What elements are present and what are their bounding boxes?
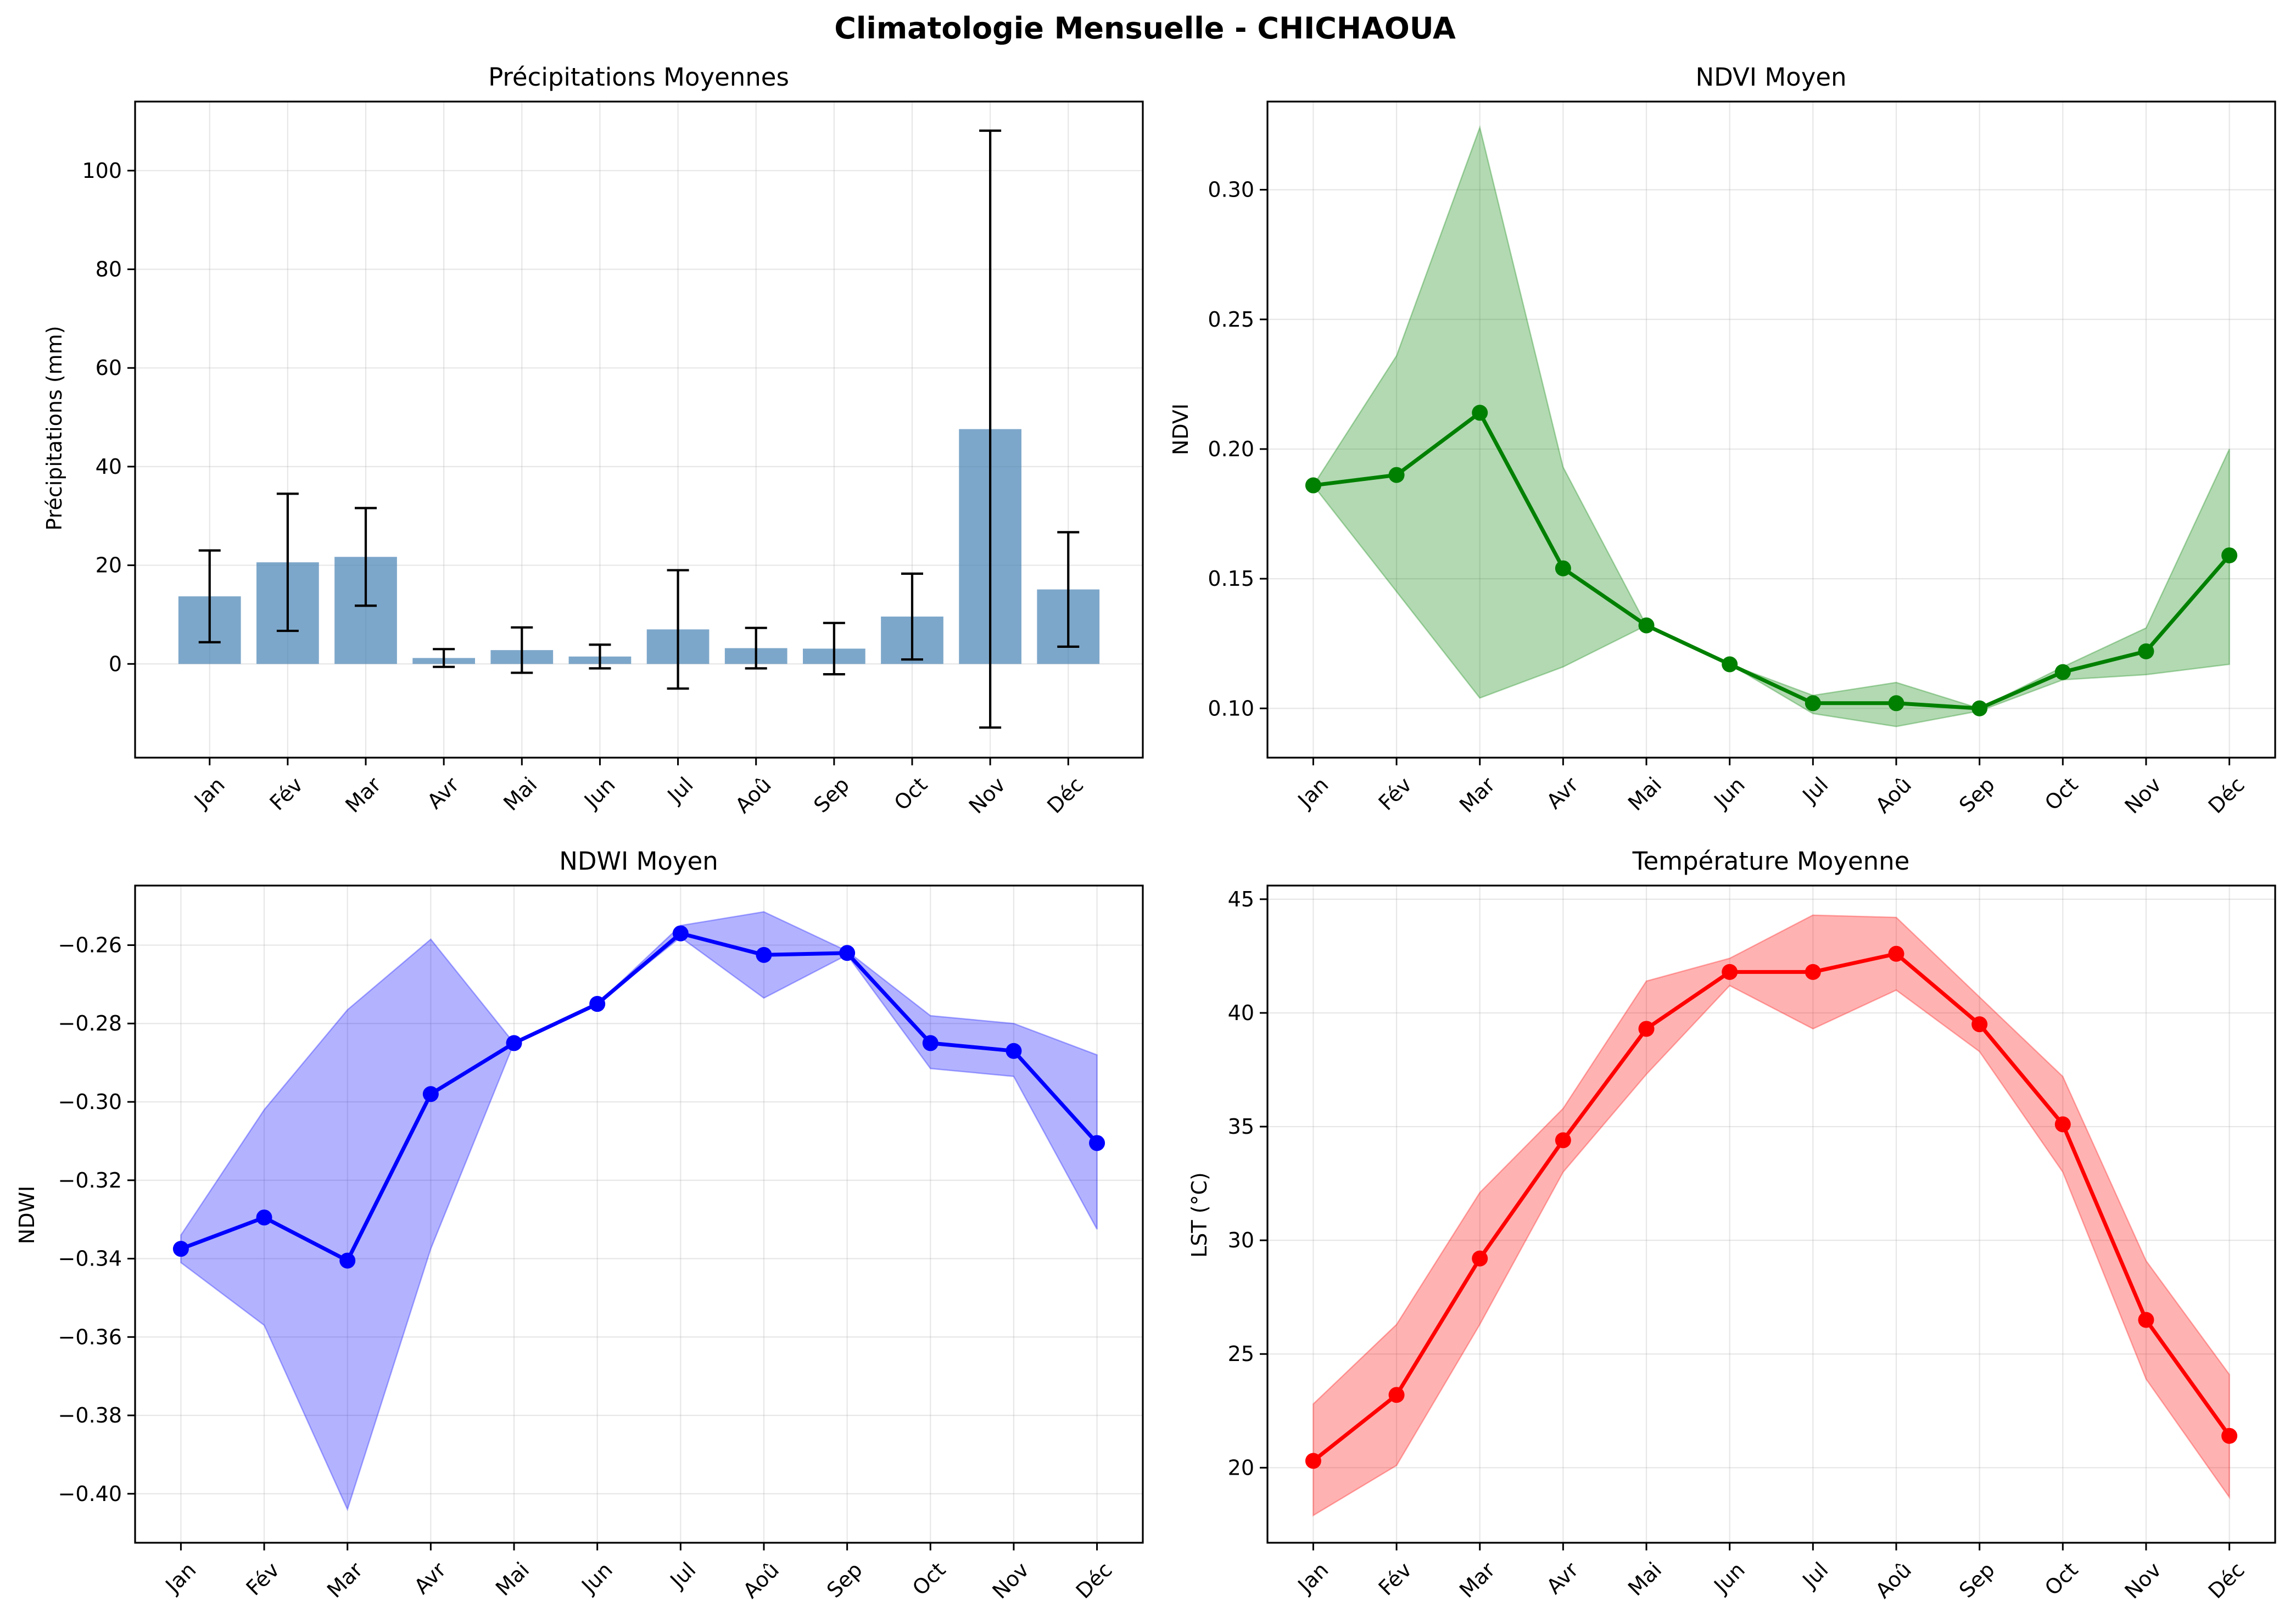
ndwi-axes-frame — [134, 884, 1144, 1544]
precipitation-error-bar — [745, 626, 767, 670]
precipitation-error-bar — [667, 569, 689, 690]
lst-data-point — [1305, 1453, 1321, 1469]
ndwi-chart-title: NDWI Moyen — [559, 847, 718, 876]
precipitation-y-tick-label: 80 — [96, 257, 122, 281]
lst-data-point — [2221, 1427, 2238, 1444]
precipitation-y-axis-label: Précipitations (mm) — [42, 326, 66, 530]
precipitation-error-bar — [355, 507, 377, 607]
precipitation-error-bar — [198, 549, 221, 643]
precipitation-error-bar — [901, 572, 923, 661]
lst-axes-frame — [1266, 884, 2276, 1544]
precipitation-y-tick-label: 20 — [96, 553, 122, 578]
ndwi-data-point — [839, 945, 856, 961]
ndwi-y-tick-label: −0.30 — [58, 1090, 122, 1114]
lst-data-point — [1888, 945, 1904, 962]
ndwi-data-point — [422, 1086, 439, 1102]
ndwi-series-line — [180, 931, 1099, 1263]
lst-data-point — [1971, 1016, 1988, 1033]
ndvi-y-axis-label: NDVI — [1169, 404, 1193, 455]
lst-data-point — [1638, 1021, 1655, 1037]
ndvi-y-tick-label: 0.15 — [1208, 567, 1254, 591]
ndwi-y-tick-label: −0.38 — [58, 1403, 122, 1427]
lst-y-tick-label: 40 — [1228, 1001, 1254, 1025]
ndvi-data-point — [1555, 560, 1571, 576]
ndvi-data-point — [1971, 700, 1988, 716]
ndwi-data-point — [672, 925, 689, 942]
ndvi-chart-title: NDVI Moyen — [1695, 63, 1846, 92]
lst-series-line — [1312, 951, 2231, 1463]
ndwi-data-point — [1089, 1135, 1105, 1151]
ndwi-data-point — [256, 1209, 272, 1226]
ndvi-y-tick-label: 0.20 — [1208, 437, 1254, 461]
ndvi-data-point — [1305, 477, 1321, 494]
ndwi-data-point — [756, 947, 772, 963]
ndvi-y-tick-label: 0.10 — [1208, 696, 1254, 720]
lst-y-tick-label: 35 — [1228, 1115, 1254, 1139]
lst-data-point — [1722, 964, 1738, 980]
ndwi-y-axis-label: NDWI — [15, 1186, 39, 1244]
lst-chart-title: Température Moyenne — [1632, 847, 1910, 876]
ndvi-data-point — [1388, 467, 1405, 483]
precipitation-error-bar — [1057, 531, 1080, 648]
ndwi-data-point — [339, 1252, 356, 1269]
precipitation-chart-title: Précipitations Moyennes — [488, 63, 789, 92]
ndvi-axes-frame — [1266, 100, 2276, 759]
ndvi-data-point — [2054, 664, 2071, 680]
lst-y-tick-label: 25 — [1228, 1342, 1254, 1366]
precipitation-error-bar — [511, 626, 533, 674]
lst-data-point — [2138, 1312, 2154, 1328]
ndvi-data-point — [1805, 695, 1821, 712]
lst-y-tick-label: 20 — [1228, 1455, 1254, 1480]
ndwi-y-tick-label: −0.36 — [58, 1325, 122, 1349]
ndvi-data-point — [2221, 547, 2238, 564]
precipitation-y-tick-label: 40 — [96, 455, 122, 479]
ndvi-series-line — [1312, 411, 2231, 710]
ndwi-data-point — [922, 1035, 939, 1051]
lst-y-tick-label: 30 — [1228, 1228, 1254, 1252]
ndwi-data-point — [172, 1241, 189, 1257]
precipitation-error-bar — [979, 129, 1002, 729]
precipitation-error-bar — [589, 643, 611, 670]
ndwi-data-point — [589, 996, 606, 1012]
ndwi-y-tick-label: −0.32 — [58, 1168, 122, 1192]
ndwi-y-tick-label: −0.26 — [58, 933, 122, 957]
figure-title: Climatologie Mensuelle - CHICHAOUA — [834, 11, 1456, 46]
precipitation-y-tick-label: 60 — [96, 356, 122, 380]
lst-chart: Température Moyenne LST (°C) 20 25 30 35 40 4… — [1187, 847, 2276, 1604]
lst-y-axis-label: LST (°C) — [1187, 1172, 1211, 1258]
ndwi-data-point — [506, 1035, 522, 1051]
precipitation-error-bar — [823, 621, 845, 676]
precipitation-axes-frame — [134, 100, 1144, 759]
ndwi-y-tick-label: −0.40 — [58, 1482, 122, 1506]
ndvi-data-point — [1472, 405, 1488, 421]
lst-data-point — [1472, 1250, 1488, 1267]
ndvi-data-point — [1722, 656, 1738, 673]
lst-range-band — [1312, 914, 2230, 1517]
ndvi-data-point — [2138, 643, 2154, 659]
lst-data-point — [1388, 1387, 1405, 1403]
ndvi-y-tick-label: 0.30 — [1208, 178, 1254, 202]
ndwi-y-tick-label: −0.34 — [58, 1247, 122, 1271]
lst-data-point — [1555, 1132, 1571, 1149]
precipitation-error-bar — [433, 648, 455, 668]
precipitation-y-tick-label: 0 — [109, 652, 122, 676]
ndvi-y-tick-label: 0.25 — [1208, 307, 1254, 332]
ndvi-data-point — [1888, 695, 1904, 712]
lst-data-point — [1805, 964, 1821, 980]
ndwi-data-point — [1006, 1043, 1022, 1059]
precipitation-y-tick-label: 100 — [82, 159, 122, 183]
ndvi-data-point — [1638, 617, 1655, 634]
lst-data-point — [2054, 1116, 2071, 1133]
lst-y-tick-label: 45 — [1228, 887, 1254, 911]
precipitation-error-bar — [276, 492, 299, 632]
ndwi-y-tick-label: −0.28 — [58, 1011, 122, 1035]
